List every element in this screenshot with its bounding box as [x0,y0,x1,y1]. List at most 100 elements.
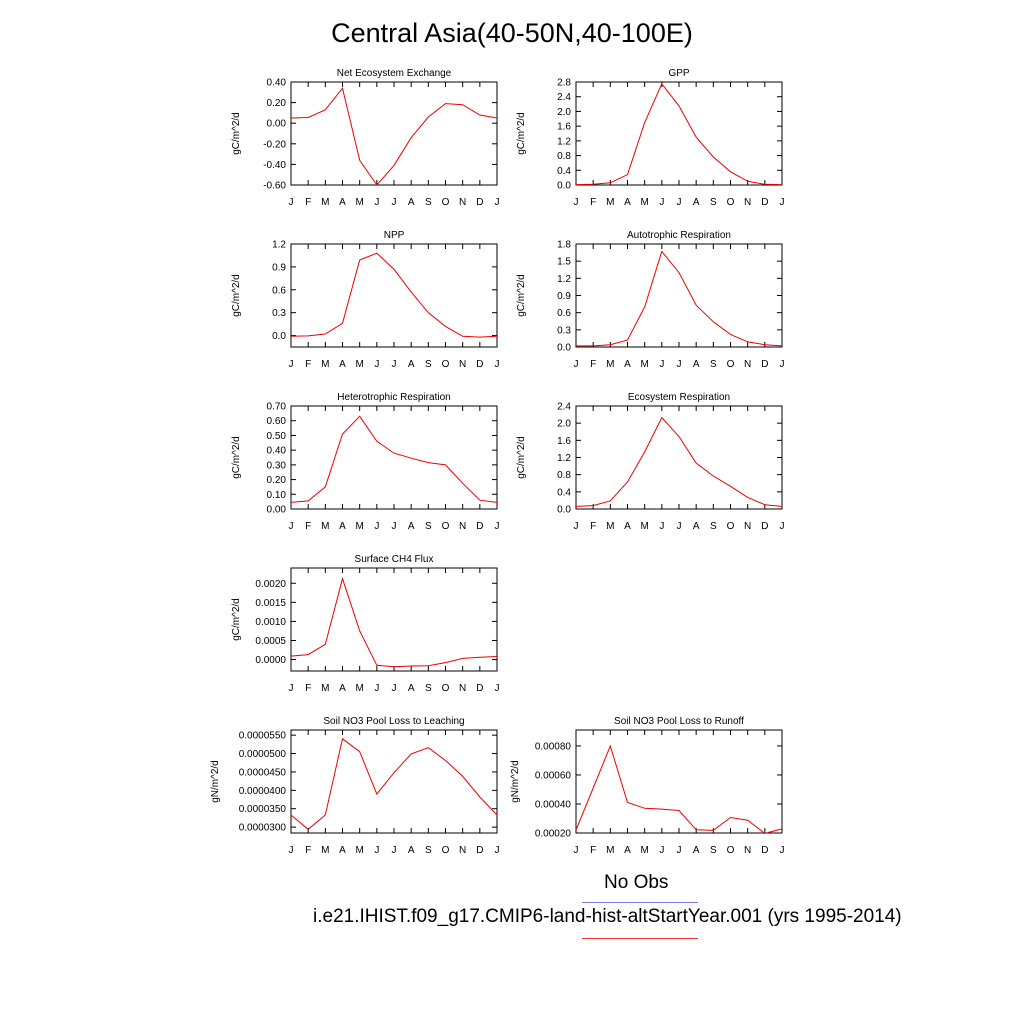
x-tick-label: O [442,521,450,532]
x-tick-label: J [495,359,500,370]
y-tick-label: 0.0000300 [239,823,287,834]
y-tick-label: 1.6 [557,436,571,447]
x-tick-label: F [305,521,311,532]
y-axis-label: gC/m^2/d [516,112,527,155]
x-tick-label: J [289,845,294,856]
x-tick-label: D [476,197,483,208]
y-tick-label: 0.8 [557,470,571,481]
x-tick-label: J [495,521,500,532]
x-tick-label: O [442,845,450,856]
x-tick-label: J [392,521,397,532]
x-tick-label: S [425,197,432,208]
x-tick-label: J [574,845,579,856]
legend-label-obs: No Obs [604,872,669,893]
x-tick-label: J [659,359,664,370]
x-tick-label: F [590,359,596,370]
y-tick-label: 1.2 [272,240,286,251]
x-tick-label: J [677,197,682,208]
series-line [575,82,783,186]
series-line [575,744,783,834]
x-tick-label: A [408,845,415,856]
y-tick-label: 0.0000 [255,655,286,666]
x-tick-label: N [459,359,466,370]
x-tick-label: D [761,359,768,370]
x-tick-label: J [392,359,397,370]
x-tick-label: M [606,197,614,208]
x-tick-label: O [442,197,450,208]
y-tick-label: 0.0010 [255,617,286,628]
x-tick-label: A [408,359,415,370]
x-tick-label: F [305,197,311,208]
x-tick-label: F [305,359,311,370]
x-tick-label: J [392,845,397,856]
x-tick-label: A [624,845,631,856]
x-tick-label: J [659,845,664,856]
x-tick-label: J [495,845,500,856]
y-tick-label: 1.2 [557,136,571,147]
panel-8: Soil NO3 Pool Loss to Leaching gN/m^2/d 0.… [210,716,500,856]
x-tick-label: J [289,683,294,694]
plot-frame [290,81,498,186]
x-tick-label: O [442,359,450,370]
panel-title: Net Ecosystem Exchange [337,68,452,79]
panel-title: Heterotrophic Respiration [337,392,450,403]
x-tick-label: J [392,683,397,694]
x-tick-label: M [640,359,648,370]
y-tick-label: 0.40 [267,78,287,89]
series-line [290,252,498,338]
x-tick-label: D [761,521,768,532]
x-tick-label: J [495,683,500,694]
x-tick-label: A [624,197,631,208]
y-tick-label: 0.00020 [535,829,572,840]
x-tick-label: M [640,197,648,208]
plot-frame [290,243,498,348]
x-tick-label: J [374,521,379,532]
y-tick-label: 0.20 [267,98,287,109]
x-tick-label: S [425,521,432,532]
y-tick-label: 0.0000450 [239,767,287,778]
x-tick-label: A [624,359,631,370]
panel-title: NPP [384,230,405,241]
x-tick-label: F [590,521,596,532]
x-tick-label: M [606,521,614,532]
x-tick-label: A [693,197,700,208]
x-tick-label: O [727,845,735,856]
panel-4: Autotrophic Respiration gC/m^2/d 1.8 1.5 1.2… [516,230,785,370]
legend-line-model [582,938,698,939]
x-tick-label: J [677,359,682,370]
x-tick-label: M [321,359,329,370]
y-tick-label: 0.0 [272,331,286,342]
x-tick-label: M [640,845,648,856]
y-tick-label: 0.60 [267,416,287,427]
x-tick-label: M [355,359,363,370]
x-tick-label: O [442,683,450,694]
x-tick-label: A [408,683,415,694]
x-tick-label: M [606,845,614,856]
x-tick-label: M [606,359,614,370]
x-tick-label: N [459,845,466,856]
x-tick-label: M [321,845,329,856]
y-tick-label: 0.9 [272,262,286,273]
x-tick-label: S [425,845,432,856]
x-tick-label: N [744,197,751,208]
y-axis-label: gC/m^2/d [516,436,527,479]
x-tick-label: M [355,197,363,208]
y-axis-label: gC/m^2/d [231,112,242,155]
x-tick-label: M [355,521,363,532]
y-tick-label: 0.4 [557,166,571,177]
y-axis-label: gC/m^2/d [516,274,527,317]
y-tick-label: 1.2 [557,274,571,285]
x-tick-label: A [339,197,346,208]
y-tick-label: 0.00060 [535,770,572,781]
x-tick-label: F [305,845,311,856]
x-tick-label: A [339,845,346,856]
y-tick-label: 0.0000350 [239,804,287,815]
y-tick-label: 0.3 [557,325,571,336]
y-axis-label: gC/m^2/d [231,598,242,641]
x-tick-label: A [693,845,700,856]
x-tick-label: A [339,683,346,694]
y-tick-label: 0.50 [267,431,287,442]
